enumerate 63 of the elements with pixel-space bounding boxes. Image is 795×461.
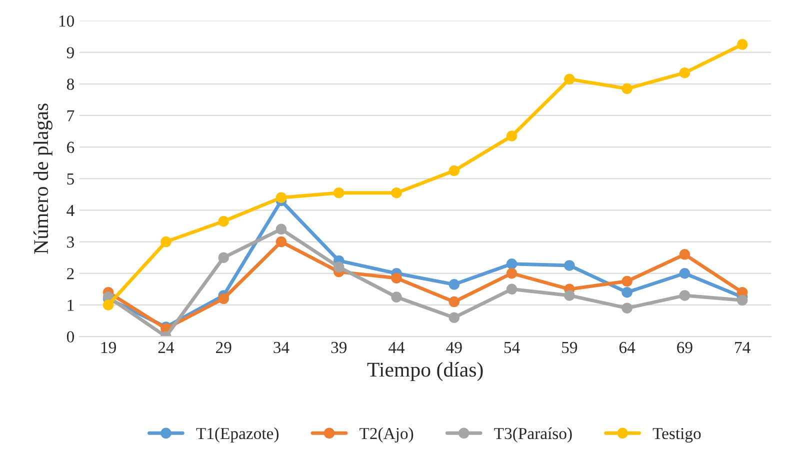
point	[218, 216, 229, 227]
x-tick-label: 24	[158, 342, 174, 353]
y-tick-label: 1	[68, 300, 74, 311]
legend-label: Testigo	[652, 428, 701, 443]
y-tick-label: 8	[66, 78, 74, 90]
x-tick-label: 74	[735, 342, 750, 353]
point	[564, 74, 575, 85]
point	[276, 236, 287, 248]
legend-label: T1(Epazote)	[196, 427, 279, 443]
point	[448, 165, 460, 176]
y-tick-label: 9	[66, 47, 74, 58]
point	[333, 262, 344, 272]
point	[506, 130, 518, 142]
y-tick-label: 5	[67, 174, 74, 185]
point	[276, 192, 287, 203]
y-tick-label: 10	[59, 15, 74, 27]
x-tick-label: 54	[504, 342, 520, 354]
point	[622, 302, 632, 314]
point	[391, 187, 402, 198]
point	[218, 293, 229, 304]
y-tick-label: 4	[66, 205, 74, 216]
x-tick-label: 19	[101, 342, 116, 354]
point	[679, 290, 690, 301]
y-tick-label: 0	[66, 331, 74, 342]
y-tick-label: 3	[67, 236, 74, 248]
point	[448, 296, 460, 308]
point	[736, 39, 748, 50]
x-tick-label: 44	[388, 342, 405, 353]
point	[102, 300, 114, 310]
legend-label: T3(Paraíso)	[494, 427, 572, 443]
x-tick-label: 34	[274, 342, 290, 354]
x-tick-label: 49	[446, 342, 462, 354]
point	[679, 249, 690, 260]
point	[622, 286, 632, 298]
x-tick-label: 64	[619, 342, 636, 354]
point	[276, 224, 287, 235]
point	[391, 272, 402, 284]
point	[564, 260, 575, 271]
point	[622, 83, 632, 94]
point	[218, 252, 229, 263]
point	[679, 67, 690, 78]
y-tick-label: 2	[67, 268, 74, 280]
point	[736, 294, 748, 306]
point	[506, 284, 518, 295]
point	[679, 268, 690, 279]
y-tick-label: 7	[67, 110, 74, 122]
x-tick-label: 69	[677, 342, 692, 354]
point	[448, 279, 460, 290]
point	[160, 236, 172, 248]
x-tick-label: 39	[331, 342, 347, 354]
y-tick-label: 6	[67, 142, 74, 154]
y-axis-title: Número de plagas	[33, 104, 52, 254]
point	[564, 290, 575, 301]
x-tick-label: 29	[216, 342, 232, 354]
point	[391, 292, 402, 302]
point	[506, 258, 518, 270]
point	[622, 276, 632, 287]
point	[506, 268, 518, 279]
x-axis-title: Tiempo (días)	[367, 362, 483, 381]
point	[333, 187, 344, 198]
x-tick-label: 59	[562, 342, 578, 354]
point	[448, 312, 460, 323]
legend-label: T2(Ajo)	[360, 427, 414, 443]
